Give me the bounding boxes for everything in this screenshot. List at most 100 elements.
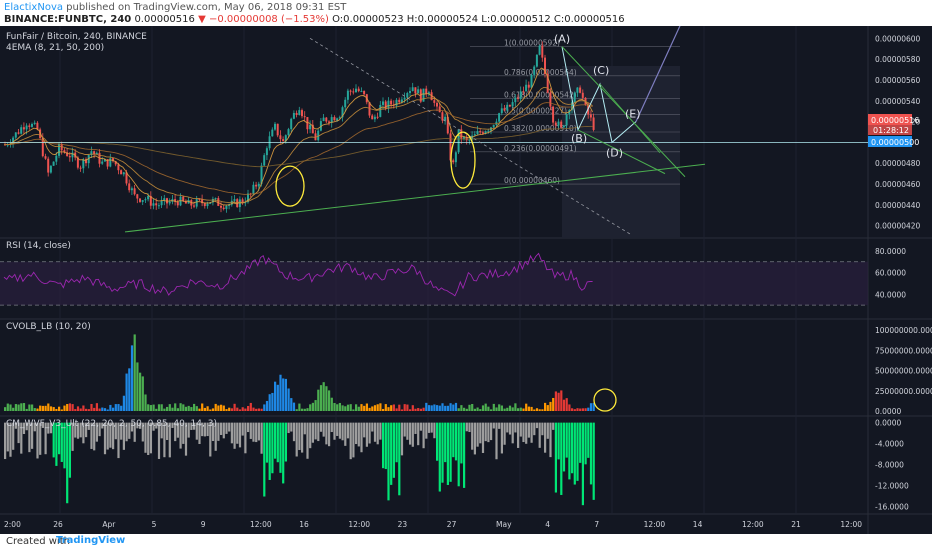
wvf-bar (287, 422, 290, 434)
volume-bar (430, 405, 433, 411)
candle-body (514, 97, 517, 103)
wvf-bar (195, 422, 198, 440)
last-price: 0.00000516 (134, 14, 195, 25)
candle-body (530, 74, 533, 88)
volume-bar (522, 408, 525, 411)
ema-line (4, 102, 593, 195)
candle-body (271, 129, 274, 137)
candle-body (525, 84, 528, 92)
volume-bar (514, 403, 517, 411)
volume-bar (535, 408, 539, 411)
tradingview-logo[interactable]: TradingView (56, 535, 126, 546)
volume-bar (322, 382, 325, 411)
candle-body (144, 199, 147, 201)
candle-body (230, 200, 233, 205)
volume-bar (592, 403, 595, 411)
time-tick-label: 12:00 (644, 520, 666, 529)
volume-bar (560, 390, 563, 411)
volume-bar (571, 408, 574, 411)
wvf-bar (301, 422, 304, 453)
price-tick-label: 0.00000480 (875, 159, 921, 168)
candle-body (193, 205, 195, 207)
price-tick-label: 0.00000440 (875, 201, 921, 210)
volume-bar (112, 407, 115, 411)
candle-body (282, 139, 285, 142)
wvf-bar (427, 422, 431, 433)
candle-body (228, 204, 231, 206)
wvf-bar (271, 422, 274, 474)
volume-bar (44, 405, 47, 411)
candle-body (573, 92, 576, 103)
volume-bar (98, 408, 101, 411)
candle-body (460, 129, 463, 139)
wvf-bar (241, 422, 244, 436)
wvf-bar (47, 422, 50, 434)
wvf-bar (60, 422, 63, 462)
wvf-bar (557, 422, 560, 460)
pattern-label: (C) (593, 64, 609, 77)
volume-bar (171, 407, 174, 411)
volume-bar (390, 405, 393, 411)
wvf-bar (317, 422, 320, 442)
time-axis: 2:00 26 Apr 5 9 12:00 16 12:00 23 27 May 4 7 12:00 14 1… (4, 520, 862, 529)
time-tick-label: 7 (594, 520, 599, 529)
candle-body (436, 102, 438, 107)
candle-body (195, 199, 198, 207)
candle-body (371, 115, 374, 120)
fib-label: 0.618(0.00000542) (504, 91, 577, 100)
volume-bar (152, 404, 155, 411)
volume-bar (379, 403, 382, 411)
wvf-bar (260, 422, 263, 454)
wvf-bar (20, 422, 23, 454)
volume-bar (284, 378, 287, 411)
volume-bar (28, 404, 31, 411)
wvf-bar (328, 422, 331, 447)
candle-body (363, 90, 366, 95)
volume-bar (498, 404, 501, 411)
volume-bar (60, 409, 63, 411)
volume-bar (193, 403, 196, 411)
wvf-bar (230, 422, 233, 444)
wvf-bar (41, 422, 44, 428)
wvf-bar (179, 422, 182, 449)
author-link[interactable]: ElactixNova (4, 2, 63, 13)
fib-label: 1(0.00000592) (504, 39, 560, 48)
wvf-bar (460, 422, 463, 464)
wvf-bar (155, 422, 158, 429)
volume-bar (201, 403, 204, 411)
candle-body (346, 90, 349, 100)
wvf-bar (355, 422, 358, 445)
volume-bar (584, 408, 587, 411)
candle-body (446, 116, 449, 134)
wvf-bar (112, 422, 115, 450)
wvf-bar (9, 422, 12, 457)
volume-bar (519, 407, 522, 411)
wvf-bar (584, 422, 587, 465)
volume-bar (341, 405, 344, 411)
volume-bar (109, 404, 112, 411)
wvf-bar (49, 422, 53, 434)
candle-body (292, 112, 295, 119)
candle-body (589, 114, 592, 118)
wvf-bar (68, 422, 71, 478)
wvf-bar (506, 422, 509, 433)
volume-bar (525, 403, 528, 411)
candle-body (368, 102, 371, 116)
wvf-bar (419, 422, 422, 431)
volume-bar (203, 407, 206, 411)
volume-bar (492, 403, 495, 411)
candle-body (498, 113, 501, 122)
wvf-bar (371, 422, 374, 432)
wvf-bar (382, 422, 385, 469)
candle-body (379, 104, 382, 117)
rsi-line (3, 252, 593, 297)
candle-body (511, 102, 514, 107)
candle-body (522, 91, 525, 93)
candle-body (306, 117, 309, 130)
volume-bar (490, 409, 493, 411)
volume-bar (352, 409, 355, 411)
candle-body (233, 199, 236, 201)
wvf-bar (503, 422, 506, 445)
wvf-bar (225, 422, 228, 434)
chart-area[interactable]: 1(0.00000592) 0.786(0.00000564) 0.618(0.00… (0, 26, 932, 534)
